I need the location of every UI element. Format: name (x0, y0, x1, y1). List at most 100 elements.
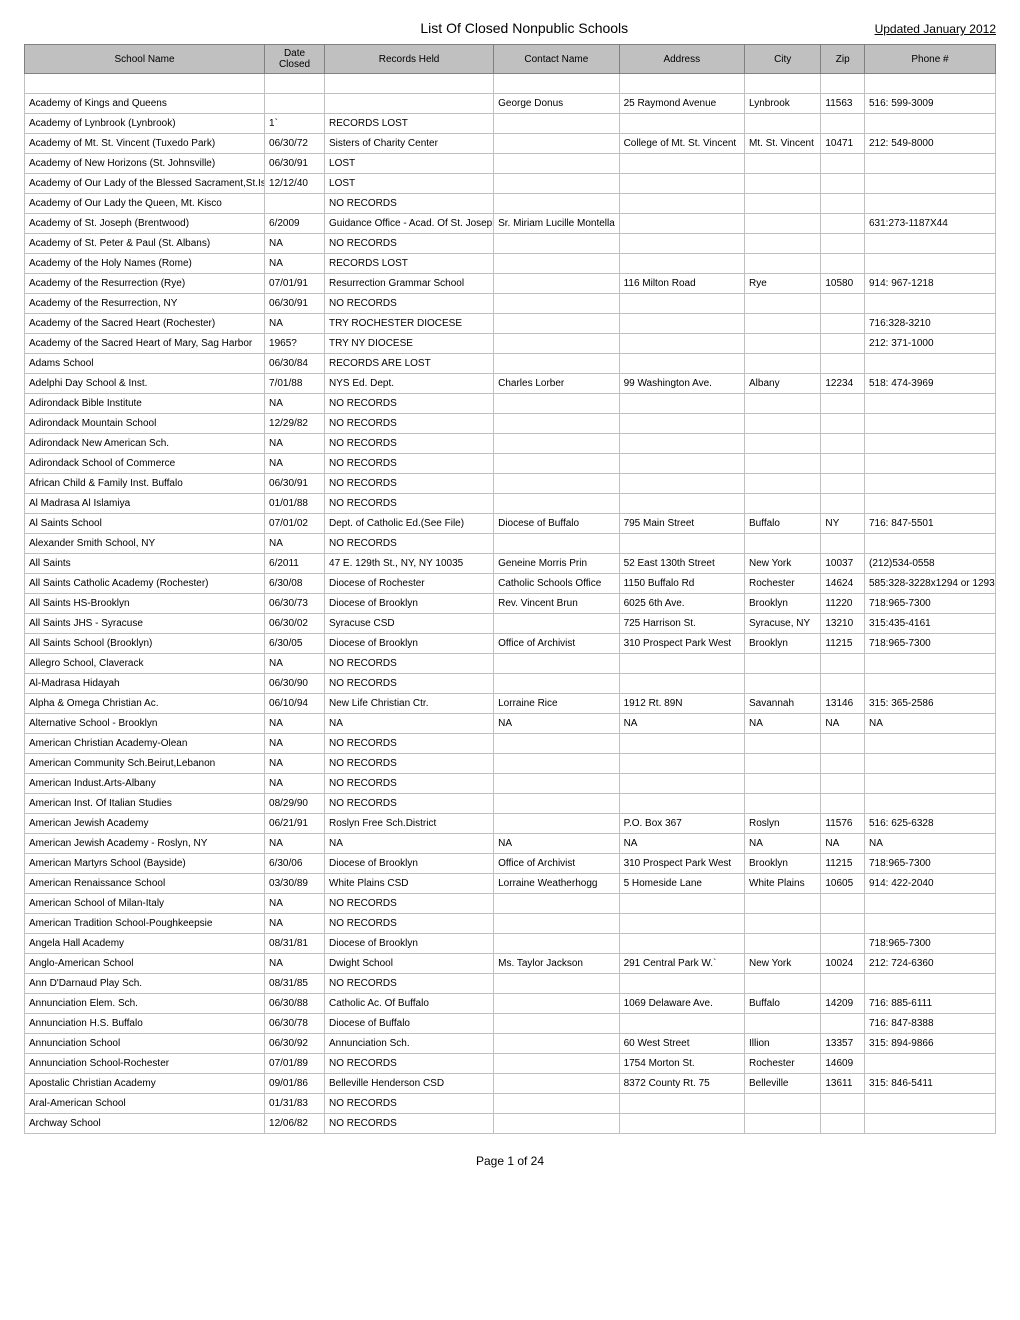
table-cell: 12/06/82 (265, 1114, 325, 1134)
table-cell: 06/30/78 (265, 1014, 325, 1034)
table-row: Alternative School - BrooklynNANANANANAN… (25, 714, 996, 734)
table-cell: 10024 (821, 954, 865, 974)
table-cell: 1` (265, 114, 325, 134)
table-row: American Martyrs School (Bayside)6/30/06… (25, 854, 996, 874)
table-cell: 06/10/94 (265, 694, 325, 714)
table-row: Adirondack Mountain School12/29/82NO REC… (25, 414, 996, 434)
table-cell: NA (265, 234, 325, 254)
table-cell (619, 534, 744, 554)
table-cell (865, 914, 996, 934)
table-cell: 212: 549-8000 (865, 134, 996, 154)
table-row: All Saints School (Brooklyn)6/30/05Dioce… (25, 634, 996, 654)
table-cell: Syracuse CSD (325, 614, 494, 634)
table-cell (745, 474, 821, 494)
table-row: Allegro School, ClaverackNANO RECORDS (25, 654, 996, 674)
table-cell: 1150 Buffalo Rd (619, 574, 744, 594)
table-cell (745, 534, 821, 554)
table-cell: 212: 724-6360 (865, 954, 996, 974)
table-cell: 8372 County Rt. 75 (619, 1074, 744, 1094)
table-cell: 06/30/73 (265, 594, 325, 614)
table-row: All Saints JHS - Syracuse06/30/02Syracus… (25, 614, 996, 634)
table-cell (821, 474, 865, 494)
table-cell: NO RECORDS (325, 1054, 494, 1074)
table-cell: Adirondack School of Commerce (25, 454, 265, 474)
table-cell: 06/30/02 (265, 614, 325, 634)
table-row: American Tradition School-PoughkeepsieNA… (25, 914, 996, 934)
table-cell (745, 914, 821, 934)
column-header: Date Closed (265, 45, 325, 74)
table-row: Archway School12/06/82NO RECORDS (25, 1114, 996, 1134)
table-cell: American Jewish Academy - Roslyn, NY (25, 834, 265, 854)
table-cell (494, 454, 619, 474)
table-cell: White Plains (745, 874, 821, 894)
table-row: Academy of Our Lady the Queen, Mt. Kisco… (25, 194, 996, 214)
table-cell (265, 194, 325, 214)
table-cell (619, 1094, 744, 1114)
table-cell (865, 74, 996, 94)
table-row: Alexander Smith School, NYNANO RECORDS (25, 534, 996, 554)
table-cell: 06/30/84 (265, 354, 325, 374)
table-cell: 07/01/91 (265, 274, 325, 294)
table-cell (619, 1014, 744, 1034)
table-cell: NO RECORDS (325, 294, 494, 314)
table-cell: NA (265, 834, 325, 854)
table-cell (325, 94, 494, 114)
table-cell (745, 434, 821, 454)
table-cell (619, 234, 744, 254)
table-cell (865, 254, 996, 274)
table-cell (865, 1114, 996, 1134)
table-cell (619, 294, 744, 314)
table-cell (494, 734, 619, 754)
table-cell: NO RECORDS (325, 534, 494, 554)
table-cell (745, 334, 821, 354)
table-cell: 716: 847-5501 (865, 514, 996, 534)
table-cell: Belleville Henderson CSD (325, 1074, 494, 1094)
table-cell (494, 114, 619, 134)
table-cell: 07/01/02 (265, 514, 325, 534)
table-cell: NA (619, 714, 744, 734)
table-cell: 716: 847-8388 (865, 1014, 996, 1034)
table-cell: 518: 474-3969 (865, 374, 996, 394)
table-cell (865, 174, 996, 194)
table-cell: Annunciation Sch. (325, 1034, 494, 1054)
table-cell (494, 434, 619, 454)
table-cell (821, 154, 865, 174)
table-cell (865, 454, 996, 474)
table-cell: 08/29/90 (265, 794, 325, 814)
table-cell: NA (265, 914, 325, 934)
table-cell: Illion (745, 1034, 821, 1054)
table-cell (745, 394, 821, 414)
table-cell: Diocese of Buffalo (494, 514, 619, 534)
table-cell (821, 1014, 865, 1034)
table-cell (745, 894, 821, 914)
table-cell: New Life Christian Ctr. (325, 694, 494, 714)
table-cell: American Community Sch.Beirut,Lebanon (25, 754, 265, 774)
table-cell: Albany (745, 374, 821, 394)
table-cell (494, 274, 619, 294)
table-cell: African Child & Family Inst. Buffalo (25, 474, 265, 494)
table-cell: NO RECORDS (325, 494, 494, 514)
table-cell: NA (865, 714, 996, 734)
table-cell: 7/01/88 (265, 374, 325, 394)
table-cell (865, 1054, 996, 1074)
table-cell: NA (265, 254, 325, 274)
table-cell: NO RECORDS (325, 454, 494, 474)
table-cell (619, 334, 744, 354)
table-cell: Diocese of Brooklyn (325, 594, 494, 614)
table-cell: 718:965-7300 (865, 934, 996, 954)
table-cell: P.O. Box 367 (619, 814, 744, 834)
table-cell: Syracuse, NY (745, 614, 821, 634)
table-cell (619, 394, 744, 414)
table-cell (494, 194, 619, 214)
schools-table: School NameDate ClosedRecords HeldContac… (24, 44, 996, 1134)
table-cell (865, 1094, 996, 1114)
table-cell (494, 234, 619, 254)
table-cell (619, 794, 744, 814)
table-cell (494, 1054, 619, 1074)
table-cell: 315: 365-2586 (865, 694, 996, 714)
table-cell (745, 74, 821, 94)
table-cell: Angela Hall Academy (25, 934, 265, 954)
table-cell (494, 394, 619, 414)
table-cell: Adirondack New American Sch. (25, 434, 265, 454)
table-row: Academy of St. Joseph (Brentwood)6/2009G… (25, 214, 996, 234)
